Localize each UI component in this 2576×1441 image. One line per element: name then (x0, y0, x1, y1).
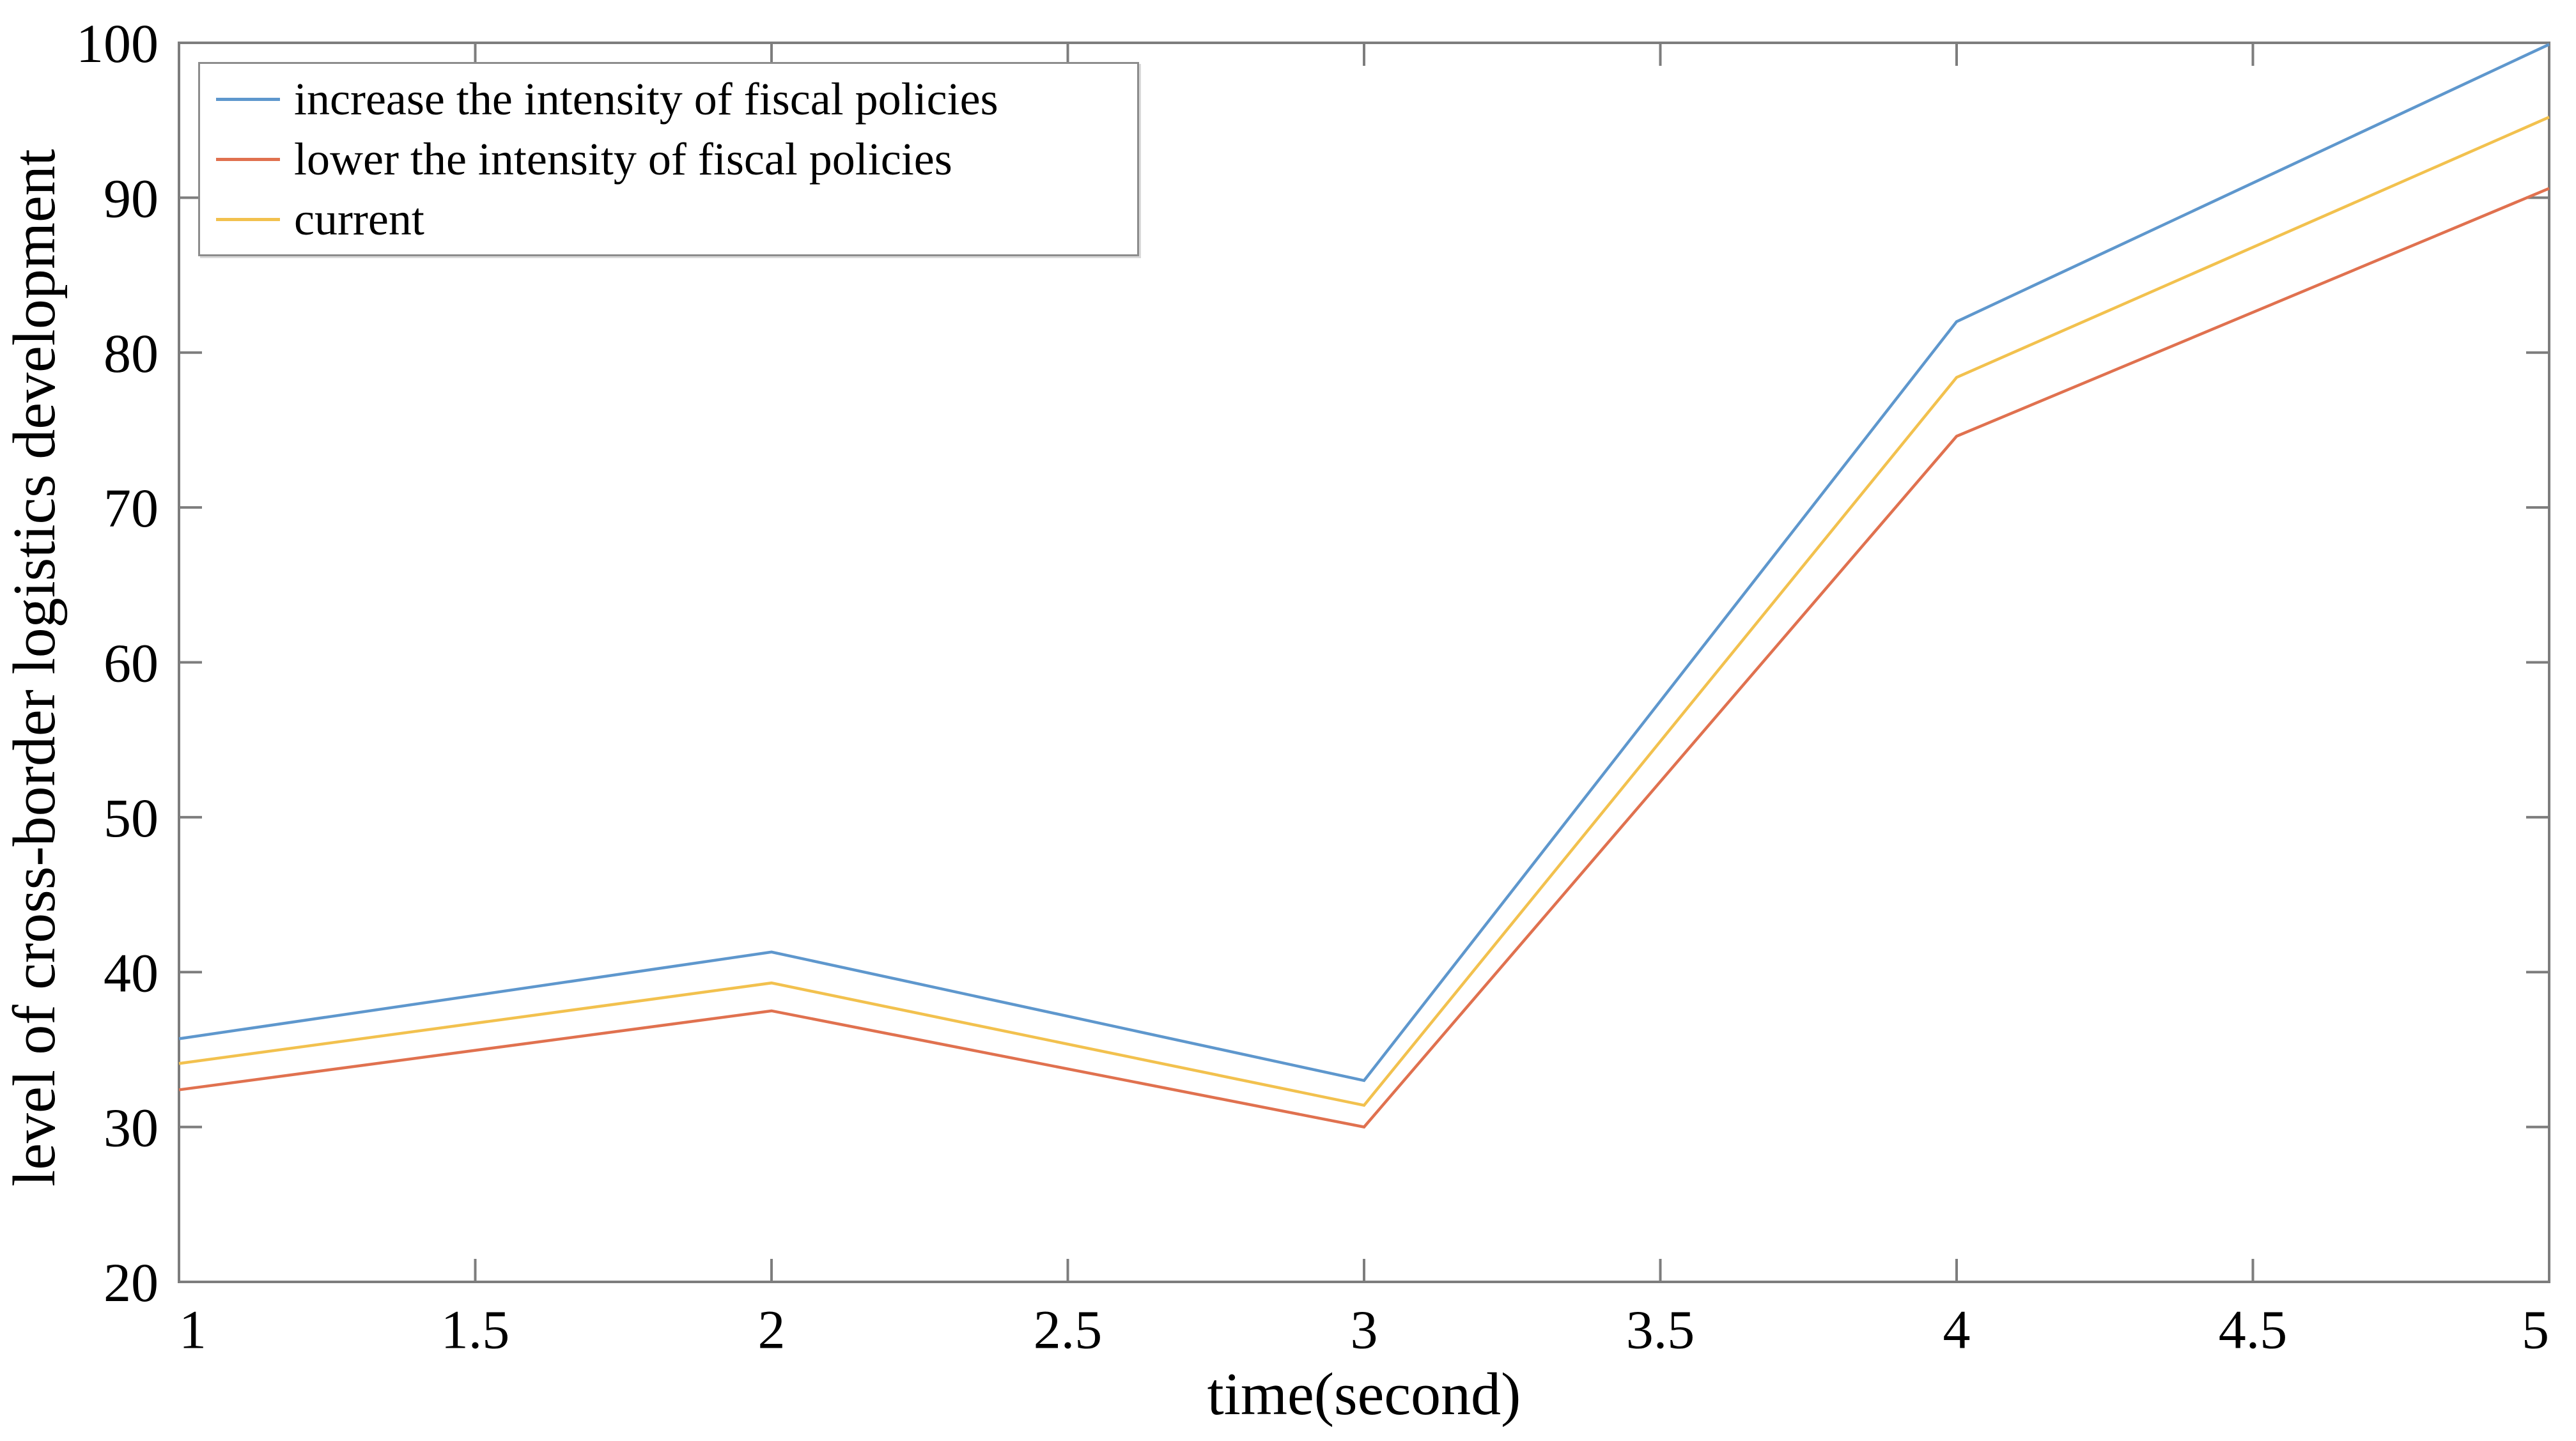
legend-line-sample (216, 217, 280, 221)
x-tick-label: 2 (758, 1299, 786, 1360)
legend-line-sample (216, 97, 280, 101)
series-line (178, 187, 2550, 1129)
y-tick-label: 30 (104, 1097, 159, 1159)
x-tick-label: 3 (1351, 1299, 1378, 1360)
y-tick-label: 90 (104, 167, 159, 229)
x-tick-label: 3.5 (1626, 1299, 1695, 1360)
x-tick-label: 1.5 (441, 1299, 510, 1360)
legend-item: increase the intensity of fiscal policie… (200, 69, 1137, 129)
x-tick-label: 4.5 (2219, 1299, 2288, 1360)
x-axis-label: time(second) (1207, 1361, 1521, 1428)
legend: increase the intensity of fiscal policie… (198, 62, 1139, 256)
y-tick-label: 100 (76, 13, 159, 74)
legend-label: increase the intensity of fiscal policie… (294, 73, 998, 125)
y-tick-label: 50 (104, 787, 159, 849)
y-tick-label: 40 (104, 942, 159, 1003)
legend-item: lower the intensity of fiscal policies (200, 129, 1137, 189)
y-tick-label: 60 (104, 633, 159, 694)
x-tick-label: 2.5 (1034, 1299, 1103, 1360)
x-tick-label: 5 (2522, 1299, 2549, 1360)
y-axis-label: level of cross-border logistics developm… (1, 149, 68, 1187)
y-tick-label: 20 (104, 1252, 159, 1313)
y-tick-label: 70 (104, 477, 159, 539)
y-tick-label: 80 (104, 323, 159, 384)
x-tick-label: 4 (1943, 1299, 1971, 1360)
legend-label: current (294, 193, 424, 245)
legend-line-sample (216, 157, 280, 161)
series-line (178, 43, 2550, 1083)
legend-item: current (200, 189, 1137, 249)
series-line (178, 116, 2550, 1107)
x-tick-label: 1 (179, 1299, 206, 1360)
legend-label: lower the intensity of fiscal policies (294, 133, 952, 185)
